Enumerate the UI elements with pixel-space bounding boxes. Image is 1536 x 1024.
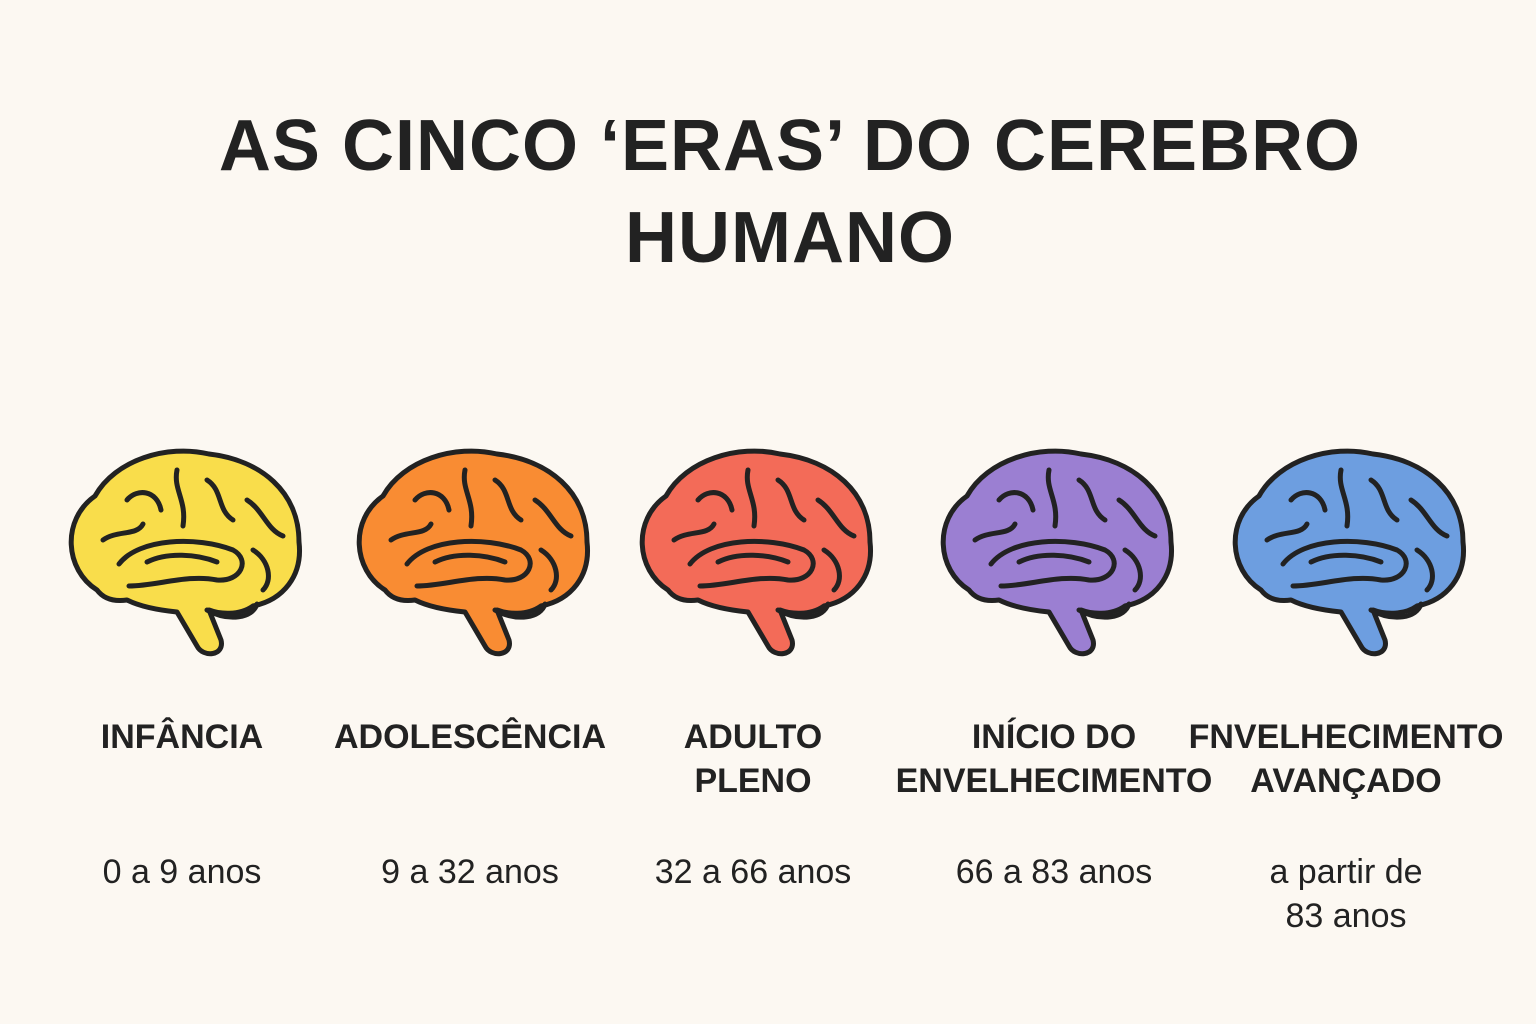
era: FNVELHECIMENTO AVANÇADO a partir de 83 a… <box>1189 440 1503 935</box>
era-range: 9 a 32 anos <box>381 853 559 891</box>
era-label: ADULTO PLENO <box>683 718 823 800</box>
era: INFÂNCIA 0 a 9 anos <box>32 440 332 891</box>
brain-icon <box>628 440 878 660</box>
brain-icon <box>345 440 595 660</box>
brain-icon <box>1221 440 1471 660</box>
era: ADOLESCÊNCIA 9 a 32 anos <box>320 440 620 891</box>
title: AS CINCO ‘ERAS’ DO CEREBRO HUMANO <box>218 106 1362 278</box>
brain-icon <box>929 440 1179 660</box>
era: ADULTO PLENO 32 a 66 anos <box>603 440 903 891</box>
era: INÍCIO DO ENVELHECIMENTO 66 a 83 anos <box>896 440 1212 891</box>
era-range: 66 a 83 anos <box>955 853 1153 891</box>
era-range: 0 a 9 anos <box>102 853 262 891</box>
era-range: 32 a 66 anos <box>654 853 852 891</box>
era-label: FNVELHECIMENTO AVANÇADO <box>1188 718 1504 800</box>
era-label: INÍCIO DO ENVELHECIMENTO <box>895 718 1213 800</box>
era-label: ADOLESCÊNCIA <box>333 718 607 756</box>
era-label: INFÂNCIA <box>100 718 264 756</box>
brain-icon <box>57 440 307 660</box>
era-range: a partir de 83 anos <box>1269 853 1423 935</box>
